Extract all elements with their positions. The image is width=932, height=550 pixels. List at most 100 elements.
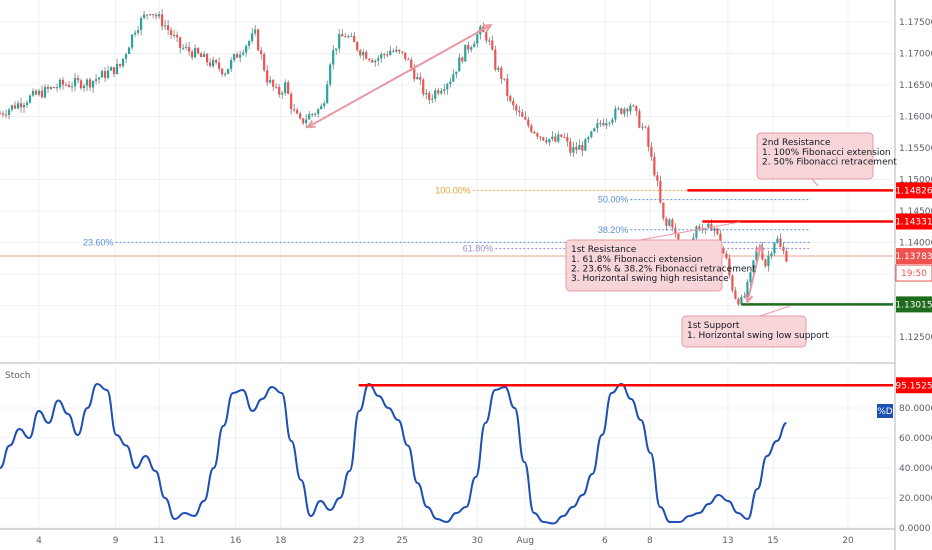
annotation-title: 1st Resistance [571, 245, 637, 255]
candle-body [410, 59, 413, 69]
candle-body [674, 227, 677, 234]
candle-body [596, 123, 599, 129]
candle-body [752, 260, 755, 273]
candle-body [371, 60, 374, 63]
candle-body [115, 63, 119, 74]
candle-body [416, 77, 419, 80]
candle-body [227, 68, 230, 74]
candle-body [524, 116, 527, 120]
candle-body [7, 109, 11, 115]
candle-body [254, 29, 257, 34]
fib-label: 61.80% [463, 244, 494, 254]
candle-body [40, 90, 44, 98]
candle-body [599, 123, 602, 125]
candle-body [329, 64, 332, 85]
candle-body [191, 51, 194, 58]
candle-body [157, 14, 161, 17]
candle-body [389, 50, 392, 56]
candle-body [284, 82, 287, 94]
candle-body [281, 93, 284, 95]
candle-body [644, 126, 647, 128]
candle-body [746, 281, 749, 297]
candle-body [605, 123, 608, 126]
candle-body [545, 140, 548, 143]
time-tick-label: 11 [153, 536, 164, 546]
candle-body [25, 102, 29, 106]
candle-body [638, 111, 641, 128]
candle-body [112, 67, 116, 74]
level-tag-label: 1.14331 [895, 218, 932, 228]
level-tag-label: 1.14826 [895, 186, 932, 196]
candle-body [398, 49, 401, 52]
candle-body [404, 52, 407, 60]
candle-body [515, 105, 518, 111]
candle-body [497, 67, 500, 70]
candle-body [236, 54, 239, 58]
candle-body [314, 113, 317, 115]
price-tick-label: 1.14500 [899, 207, 932, 217]
candle-body [0, 113, 2, 115]
candle-body [491, 40, 494, 50]
time-tick-label: 6 [602, 536, 608, 546]
candle-body [449, 81, 452, 85]
candle-body [380, 54, 383, 59]
candle-body [320, 106, 323, 110]
candle-body [55, 87, 59, 89]
stoch-d-line [0, 382, 787, 525]
current-price-label: 1.13783 [895, 252, 932, 262]
candle-body [443, 89, 446, 91]
candle-body [266, 70, 269, 83]
candle-body [428, 92, 431, 100]
candle-body [233, 54, 236, 61]
stoch-legend-tag [877, 404, 893, 418]
candle-body [97, 77, 101, 80]
annotation-line: 1. 100% Fibonacci extension [762, 148, 891, 158]
candle-body [734, 290, 737, 299]
annotation-title: 2nd Resistance [762, 138, 831, 148]
candle-body [518, 110, 521, 113]
annotation-line: 1. Horizontal swing low support [687, 331, 829, 341]
candle-body [623, 108, 626, 114]
candle-body [557, 134, 560, 142]
candle-body [671, 219, 674, 228]
level-tag [896, 182, 932, 199]
candle-body [37, 90, 41, 95]
candle-body [473, 43, 476, 48]
candle-body [269, 79, 272, 83]
candle-body [434, 90, 437, 99]
candle-body [166, 25, 170, 31]
fib-label: 38.20% [598, 225, 629, 235]
time-tick-label: 8 [647, 536, 653, 546]
candle-body [440, 90, 443, 94]
candle-body [665, 218, 668, 226]
candle-body [221, 68, 224, 75]
candle-body [341, 34, 344, 37]
candle-body [293, 109, 296, 111]
candle-body [248, 41, 251, 46]
candle-body [49, 87, 53, 89]
candle-body [347, 36, 350, 38]
candle-body [34, 90, 38, 95]
candle-body [127, 47, 131, 55]
trend-arrow-line [307, 24, 492, 129]
arrow-head [305, 120, 316, 129]
fib-label: 23.60% [83, 237, 114, 247]
candle-body [527, 119, 530, 126]
candle-body [647, 127, 650, 147]
candle-body [200, 53, 203, 57]
candle-body [704, 228, 707, 230]
candle-body [194, 47, 197, 58]
candle-body [608, 122, 611, 124]
candle-body [323, 103, 326, 107]
candle-body [476, 34, 479, 44]
candle-body [169, 30, 173, 35]
candle-body [533, 131, 536, 134]
price-tick-label: 1.14000 [899, 238, 932, 248]
candle-body [602, 123, 605, 126]
candle-body [614, 108, 617, 120]
trend-arrow-line [746, 245, 762, 303]
candle-body [548, 139, 551, 143]
candle-body [698, 226, 701, 230]
annotation-box [565, 239, 723, 292]
candle-body [52, 87, 56, 89]
